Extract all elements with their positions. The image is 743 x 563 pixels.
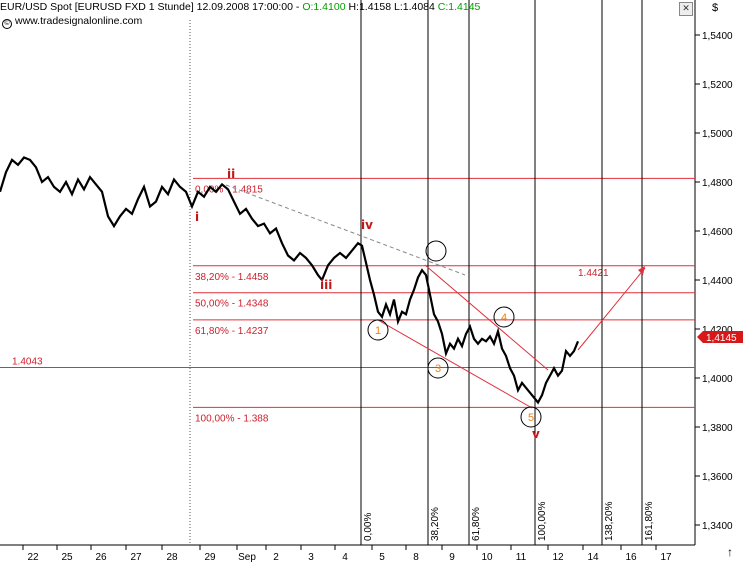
x-tick-label: Sep [238, 552, 256, 563]
open-value: O:1.4100 [302, 1, 346, 13]
fib-level-label: 61,80% - 1.4237 [195, 326, 269, 337]
fib-level-label: 38,20% - 1.4458 [195, 272, 269, 283]
x-tick-label: 25 [61, 552, 73, 563]
target-arrow-head [638, 266, 645, 275]
x-tick-label: 10 [481, 552, 493, 563]
wave-roman-label: ii [227, 167, 235, 181]
high-low-values: H:1.4158 L:1.4084 [345, 1, 438, 13]
wave-number-label: 4 [501, 312, 507, 324]
time-extension-label: 38,20% [430, 507, 441, 541]
x-tick-label: 14 [587, 552, 599, 563]
y-tick-label: 1,4200 [702, 325, 733, 336]
x-tick-label: 28 [166, 552, 178, 563]
x-tick-label: 29 [204, 552, 216, 563]
chart-header: EUR/USD Spot [EURUSD FXD 1 Stunde] 12.09… [0, 0, 480, 14]
x-tick-label: 16 [625, 552, 637, 563]
copyright-icon: © [2, 19, 12, 29]
x-tick-label: 8 [413, 552, 419, 563]
y-tick-label: 1,5000 [702, 129, 733, 140]
y-tick-label: 1,5200 [702, 80, 733, 91]
last-price-text: 1,4145 [706, 333, 737, 344]
arrow-up-icon[interactable]: ↑ [727, 545, 733, 559]
y-tick-label: 1,4400 [702, 276, 733, 287]
wave-roman-label: iii [320, 278, 332, 292]
y-tick-label: 1,4800 [702, 178, 733, 189]
x-tick-label: 17 [660, 552, 672, 563]
dashed-trendline [225, 184, 466, 276]
wave-roman-label: i [195, 210, 199, 224]
x-tick-label: 22 [27, 552, 39, 563]
price-line [0, 156, 580, 405]
symbol-text: EUR/USD Spot [EURUSD FXD 1 Stunde] 12.09… [0, 1, 303, 13]
target-label: 1.4421 [578, 268, 609, 279]
y-tick-label: 1,4000 [702, 374, 733, 385]
wave-roman-label: iv [361, 218, 373, 232]
x-tick-label: 12 [552, 552, 564, 563]
close-chart-button[interactable]: ✕ [679, 2, 693, 16]
time-extension-label: 161,80% [644, 501, 655, 541]
wave-number-label: 1 [375, 325, 381, 337]
wave-number-circle [493, 306, 515, 328]
y-tick-label: 1,5400 [702, 31, 733, 42]
y-tick-label: 1,3400 [702, 521, 733, 532]
wave-number-label: 3 [435, 363, 441, 375]
wave-number-circle [520, 406, 542, 428]
time-extension-label: 61,80% [471, 507, 482, 541]
wave-number-label: 5 [528, 412, 534, 424]
time-extension-label: 0,00% [363, 513, 374, 541]
time-extension-label: 100,00% [537, 501, 548, 541]
y-tick-label: 1,3600 [702, 472, 733, 483]
channel-lower-line [377, 319, 533, 409]
x-tick-label: 5 [379, 552, 385, 563]
fib-level-label: 100,00% - 1.388 [195, 413, 269, 424]
y-tick-label: 1,3800 [702, 423, 733, 434]
support-label: 1.4043 [12, 356, 43, 367]
time-extension-label: 138,20% [604, 501, 615, 541]
x-tick-label: 11 [516, 552, 527, 563]
wave-number-circle [367, 319, 389, 341]
x-tick-label: 26 [95, 552, 107, 563]
wave-number-circle [427, 357, 449, 379]
y-tick-label: 1,4600 [702, 227, 733, 238]
fib-level-label: 50,00% - 1.4348 [195, 299, 269, 310]
source-text: www.tradesignalonline.com [15, 15, 143, 27]
wave-top-circle [425, 240, 447, 262]
x-tick-label: 3 [308, 552, 314, 563]
x-tick-label: 4 [342, 552, 348, 563]
wave-roman-label: v [532, 427, 540, 441]
x-tick-label: 2 [273, 552, 279, 563]
currency-label: $ [712, 2, 719, 14]
source-line: © www.tradesignalonline.com [2, 14, 142, 29]
last-price-badge: 1,4145 [697, 331, 743, 344]
target-arrow-line [577, 267, 646, 351]
channel-upper-line [424, 264, 549, 371]
close-value: C:1.4145 [437, 1, 481, 13]
x-tick-label: 27 [130, 552, 142, 563]
x-tick-label: 9 [449, 552, 455, 563]
